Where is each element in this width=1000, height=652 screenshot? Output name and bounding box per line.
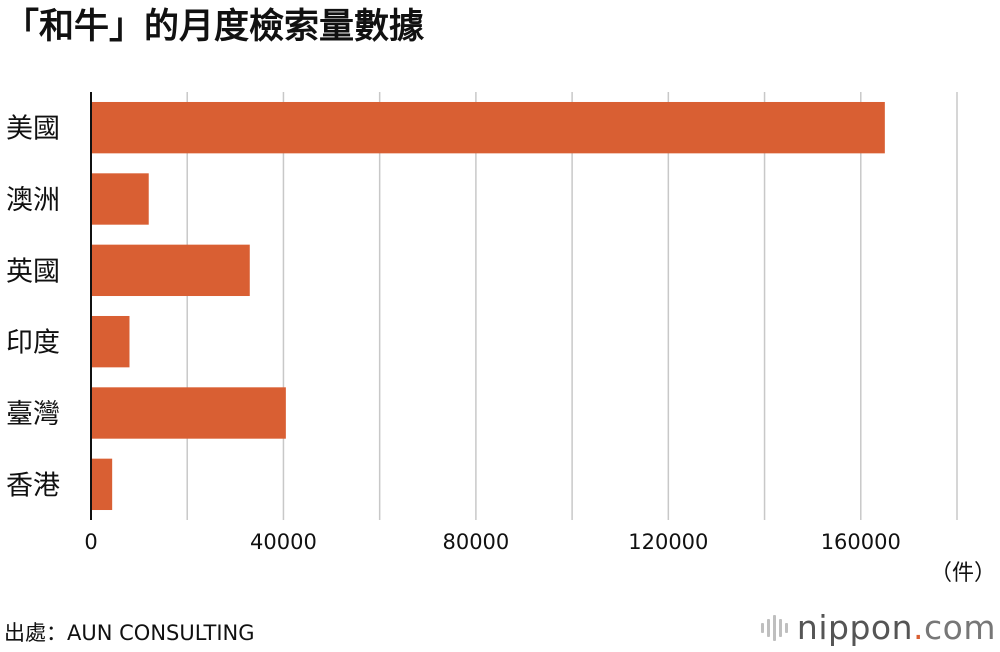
category-label: 英國 xyxy=(6,256,60,287)
grid-lines xyxy=(186,92,958,520)
logo-bars-icon xyxy=(760,614,791,641)
bar xyxy=(91,244,250,297)
category-label: 香港 xyxy=(6,470,60,501)
x-axis-ticks: 0 40000 80000 120000 160000 xyxy=(84,530,901,554)
logo-name: nippon xyxy=(796,608,914,647)
logo-tld: com xyxy=(924,608,996,647)
x-tick-label: 40000 xyxy=(250,530,317,554)
nippon-logo: nippon.com xyxy=(760,608,996,647)
bar xyxy=(91,173,149,225)
category-label: 印度 xyxy=(6,328,60,359)
category-label: 臺灣 xyxy=(6,399,60,430)
bar xyxy=(91,387,286,439)
x-tick-label: 160000 xyxy=(821,530,901,554)
bar xyxy=(91,101,885,154)
source-note: 出處：AUN CONSULTING xyxy=(4,621,255,645)
chart-title: 「和牛」的月度檢索量數據 xyxy=(4,7,425,47)
bar xyxy=(91,315,130,368)
bars xyxy=(91,101,885,511)
x-axis-unit-label: （件） xyxy=(930,561,996,586)
bar xyxy=(91,458,113,511)
x-tick-label: 80000 xyxy=(442,530,509,554)
x-tick-label: 120000 xyxy=(628,530,708,554)
x-tick-label: 0 xyxy=(84,530,97,554)
logo-dot: . xyxy=(913,608,925,647)
category-label: 美國 xyxy=(6,114,60,145)
category-label: 澳洲 xyxy=(6,185,60,216)
